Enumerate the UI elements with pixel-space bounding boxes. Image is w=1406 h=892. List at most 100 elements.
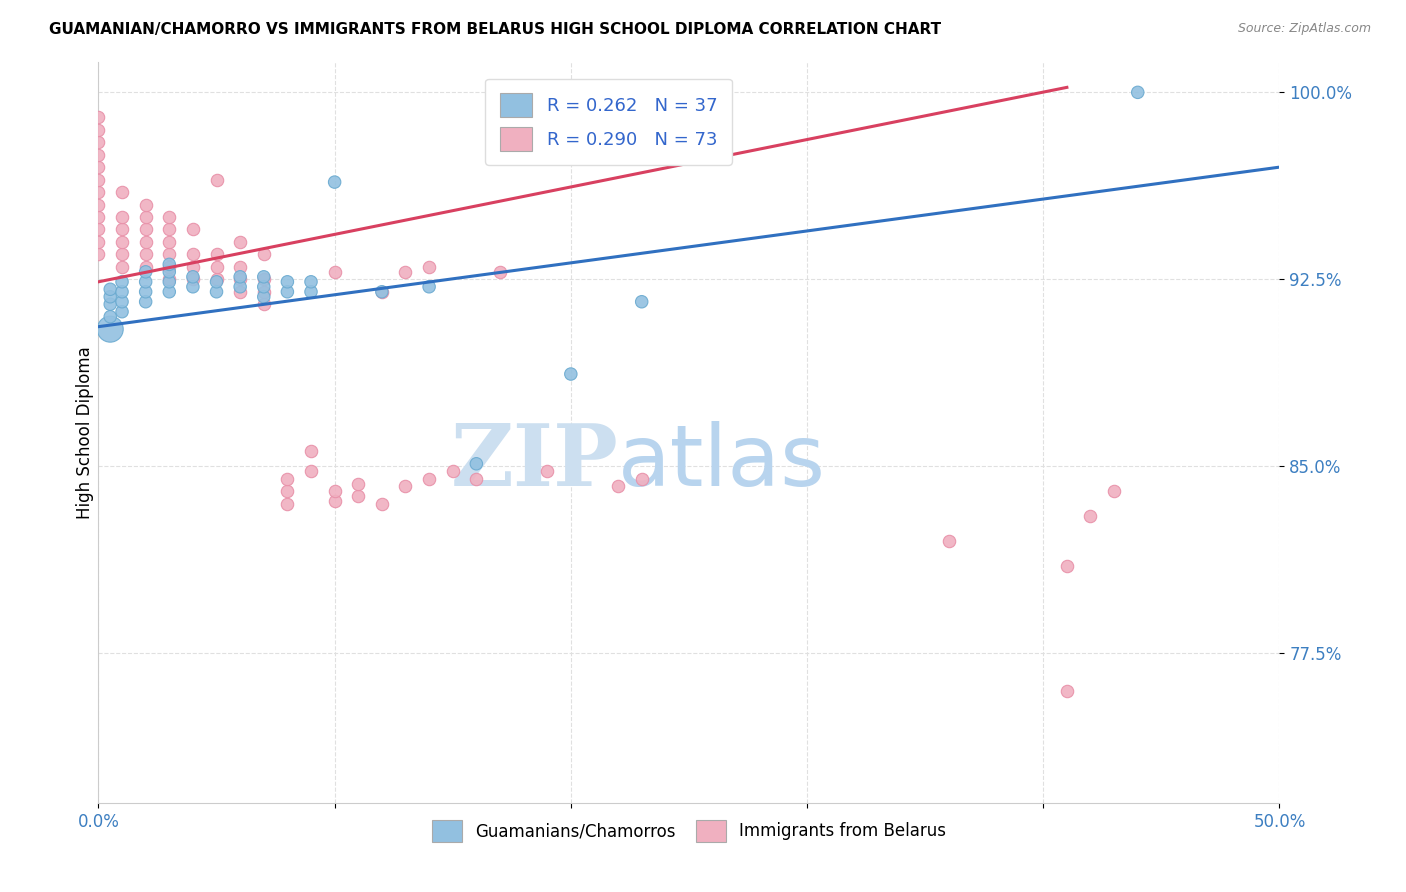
Point xyxy=(87,197,110,211)
Point xyxy=(111,222,134,236)
Point xyxy=(87,122,110,136)
Point xyxy=(111,275,134,289)
Point xyxy=(276,275,298,289)
Text: Source: ZipAtlas.com: Source: ZipAtlas.com xyxy=(1237,22,1371,36)
Text: atlas: atlas xyxy=(619,421,827,504)
Point xyxy=(205,275,228,289)
Point xyxy=(441,464,464,478)
Point xyxy=(205,247,228,261)
Point xyxy=(181,280,204,294)
Point xyxy=(135,275,157,289)
Point xyxy=(157,222,180,236)
Point xyxy=(111,235,134,249)
Point xyxy=(253,269,276,284)
Point xyxy=(418,280,440,294)
Point xyxy=(276,285,298,299)
Point xyxy=(87,172,110,186)
Point xyxy=(465,472,488,486)
Point xyxy=(157,235,180,249)
Point xyxy=(276,484,298,499)
Point xyxy=(371,497,394,511)
Point xyxy=(229,260,252,274)
Point xyxy=(135,222,157,236)
Point xyxy=(536,464,558,478)
Point xyxy=(205,172,228,186)
Point xyxy=(229,272,252,286)
Point xyxy=(229,285,252,299)
Point xyxy=(418,472,440,486)
Point xyxy=(1102,484,1125,499)
Point xyxy=(1056,683,1078,698)
Point xyxy=(135,247,157,261)
Point xyxy=(630,472,652,486)
Point xyxy=(229,280,252,294)
Point xyxy=(87,185,110,199)
Point xyxy=(98,282,121,296)
Point xyxy=(299,464,322,478)
Point xyxy=(371,285,394,299)
Point xyxy=(135,210,157,224)
Point xyxy=(299,285,322,299)
Point xyxy=(181,222,204,236)
Point xyxy=(157,260,180,274)
Point xyxy=(276,472,298,486)
Point xyxy=(1126,86,1149,100)
Point xyxy=(157,247,180,261)
Point xyxy=(157,275,180,289)
Point xyxy=(418,260,440,274)
Point xyxy=(205,272,228,286)
Point xyxy=(87,110,110,124)
Point xyxy=(157,285,180,299)
Point xyxy=(87,147,110,161)
Point xyxy=(323,484,346,499)
Point xyxy=(229,269,252,284)
Point xyxy=(181,269,204,284)
Point xyxy=(253,272,276,286)
Point xyxy=(135,294,157,309)
Point xyxy=(323,494,346,508)
Point xyxy=(181,260,204,274)
Point xyxy=(135,197,157,211)
Point xyxy=(157,257,180,271)
Point xyxy=(111,260,134,274)
Point xyxy=(1056,559,1078,574)
Point xyxy=(87,135,110,149)
Point xyxy=(135,265,157,279)
Point xyxy=(135,260,157,274)
Point xyxy=(323,265,346,279)
Text: ZIP: ZIP xyxy=(450,420,619,504)
Point xyxy=(371,285,394,299)
Point xyxy=(157,210,180,224)
Point xyxy=(607,479,630,493)
Point xyxy=(323,175,346,189)
Point xyxy=(181,272,204,286)
Point xyxy=(630,294,652,309)
Point xyxy=(253,297,276,311)
Point xyxy=(299,444,322,458)
Point xyxy=(111,210,134,224)
Point xyxy=(111,185,134,199)
Point xyxy=(276,497,298,511)
Legend: Guamanians/Chamorros, Immigrants from Belarus: Guamanians/Chamorros, Immigrants from Be… xyxy=(423,812,955,850)
Point xyxy=(1080,509,1102,524)
Point xyxy=(938,534,960,549)
Point xyxy=(87,160,110,174)
Y-axis label: High School Diploma: High School Diploma xyxy=(76,346,94,519)
Point xyxy=(111,285,134,299)
Point xyxy=(87,210,110,224)
Point xyxy=(111,304,134,318)
Point xyxy=(229,235,252,249)
Point xyxy=(465,457,488,471)
Point xyxy=(135,285,157,299)
Point xyxy=(253,280,276,294)
Point xyxy=(181,247,204,261)
Point xyxy=(135,235,157,249)
Point xyxy=(205,285,228,299)
Point xyxy=(394,265,416,279)
Point xyxy=(87,222,110,236)
Point xyxy=(347,489,370,503)
Point xyxy=(98,290,121,304)
Point xyxy=(98,297,121,311)
Point xyxy=(111,247,134,261)
Point xyxy=(205,260,228,274)
